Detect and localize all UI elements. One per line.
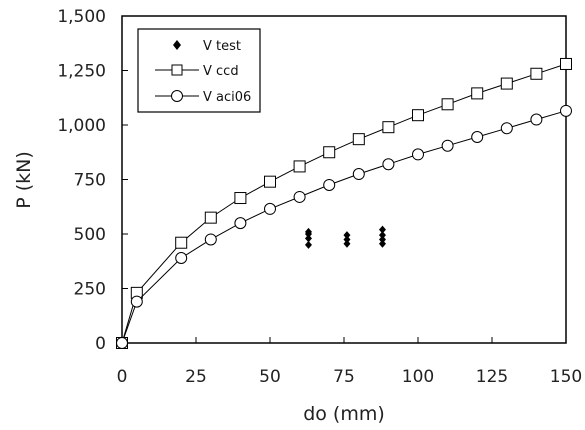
data-point-square <box>234 192 247 205</box>
data-point-diamond <box>378 231 386 240</box>
x-tick-label: 25 <box>185 367 207 387</box>
legend-marker-square-icon <box>171 64 183 76</box>
series-v-test <box>304 225 386 249</box>
data-point-square <box>471 87 484 100</box>
x-tick-label: 0 <box>117 367 128 387</box>
x-tick-label: 150 <box>550 367 582 387</box>
y-tick-label: 250 <box>74 280 106 300</box>
data-point-circle <box>130 295 143 308</box>
data-point-diamond <box>343 231 351 240</box>
x-tick-label: 100 <box>402 367 434 387</box>
data-point-diamond <box>378 239 386 248</box>
data-point-square <box>560 57 572 70</box>
legend-marker-circle-icon <box>171 90 183 102</box>
data-point-square <box>500 77 513 90</box>
series-line <box>121 110 567 344</box>
x-axis-label: do (mm) <box>303 403 385 425</box>
data-point-square <box>264 175 276 188</box>
data-point-diamond <box>304 240 312 249</box>
data-point-square <box>441 98 454 111</box>
data-point-circle <box>560 104 572 117</box>
x-tick-label: 125 <box>476 367 508 387</box>
data-point-square <box>530 67 543 80</box>
series-line <box>121 63 567 344</box>
data-point-circle <box>382 158 395 171</box>
data-point-circle <box>441 139 454 152</box>
data-point-circle <box>471 130 484 143</box>
data-point-diamond <box>378 225 386 234</box>
data-point-square <box>412 109 424 122</box>
x-axis: 0 25 50 75 100 125 150 <box>117 337 582 387</box>
data-point-circle <box>234 217 247 230</box>
legend-item-v-ccd: V ccd <box>155 64 239 79</box>
data-point-square <box>352 133 365 146</box>
data-point-diamond <box>304 227 312 236</box>
series-v-aci06 <box>116 104 572 349</box>
data-point-square <box>323 146 336 159</box>
data-point-circle <box>264 202 276 215</box>
y-tick-label: 1,250 <box>57 62 106 82</box>
data-point-circle <box>323 178 336 191</box>
data-point-circle <box>204 233 217 246</box>
data-point-diamond <box>378 235 386 244</box>
data-point-circle <box>500 122 513 135</box>
data-point-circle <box>352 168 365 181</box>
legend-label-v-aci06: V aci06 <box>203 90 251 105</box>
legend-item-v-test: V test <box>173 39 241 54</box>
data-point-circle <box>175 251 188 264</box>
data-point-diamond <box>343 239 351 248</box>
y-axis-label: P (kN) <box>13 151 35 209</box>
data-point-circle <box>293 190 306 203</box>
legend: V test V ccd V aci06 <box>137 28 261 113</box>
y-tick-label: 1,000 <box>57 116 106 136</box>
y-tick-label: 750 <box>74 171 106 191</box>
y-tick-label: 1,500 <box>57 7 106 27</box>
y-tick-label: 500 <box>74 225 106 245</box>
data-point-diamond <box>343 235 351 244</box>
data-point-circle <box>530 113 543 126</box>
legend-label-v-ccd: V ccd <box>203 64 239 79</box>
legend-label-v-test: V test <box>203 39 241 54</box>
data-point-square <box>293 160 306 173</box>
data-point-diamond <box>304 234 312 243</box>
data-point-square <box>175 236 188 249</box>
y-axis: 0 250 500 750 1,000 1,250 1,500 <box>57 7 128 354</box>
data-point-square <box>204 211 217 224</box>
series-layer <box>116 57 572 349</box>
x-tick-label: 50 <box>259 367 281 387</box>
data-point-circle <box>412 148 424 161</box>
legend-item-v-aci06: V aci06 <box>155 90 251 105</box>
data-point-square <box>382 121 395 134</box>
y-tick-label: 0 <box>95 334 106 354</box>
x-tick-label: 75 <box>333 367 355 387</box>
legend-marker-diamond-icon <box>173 40 181 50</box>
data-point-circle <box>116 337 128 349</box>
